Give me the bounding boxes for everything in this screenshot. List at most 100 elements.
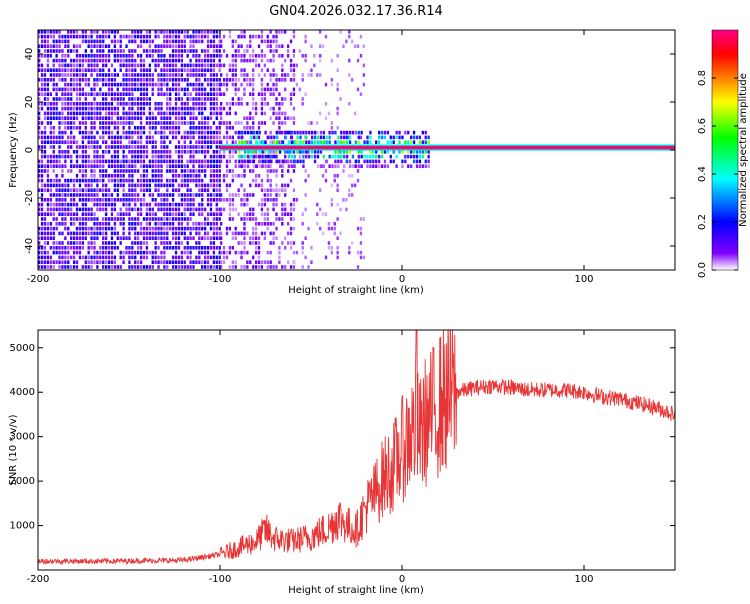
heatmap-cell: [260, 34, 264, 39]
heatmap-cell: [231, 231, 234, 236]
heatmap-cell: [171, 222, 175, 226]
heatmap-cell: [137, 231, 140, 236]
heatmap-cell: [52, 49, 55, 53]
heatmap-cell: [284, 188, 287, 192]
heatmap-cell: [122, 73, 125, 77]
heatmap-cell: [189, 135, 192, 140]
heatmap-cell: [198, 30, 201, 34]
heatmap-cell: [212, 265, 216, 269]
heatmap-cell: [128, 226, 131, 231]
heatmap-cell: [281, 265, 284, 269]
heatmap-cell: [169, 207, 172, 212]
heatmap-cell: [157, 231, 160, 236]
heatmap-cell: [418, 154, 422, 159]
heatmap-cell: [58, 207, 61, 212]
snr-xtick-label: -100: [209, 574, 232, 585]
heatmap-cell: [260, 178, 264, 183]
heatmap-cell: [186, 30, 189, 34]
heatmap-cell: [330, 183, 333, 188]
heatmap-cell: [325, 159, 328, 164]
heatmap-cell: [75, 73, 79, 77]
heatmap-cell: [139, 174, 143, 178]
heatmap-cell: [145, 49, 149, 53]
heatmap-cell: [78, 217, 82, 221]
heatmap-cell: [198, 183, 201, 188]
heatmap-cell: [287, 150, 291, 154]
heatmap-cell: [142, 49, 146, 53]
heatmap-cell: [38, 30, 41, 34]
heatmap-cell: [276, 135, 279, 140]
heatmap-cell: [231, 236, 234, 240]
heatmap-cell: [160, 44, 163, 48]
heatmap-cell: [58, 58, 61, 63]
heatmap-cell: [64, 178, 67, 183]
heatmap-cell: [278, 193, 281, 197]
heatmap-cell: [137, 63, 140, 68]
heatmap-cell: [218, 54, 221, 58]
heatmap-cell: [49, 140, 52, 144]
heatmap-cell: [67, 183, 70, 188]
heatmap-cell: [246, 202, 249, 207]
heatmap-cell: [148, 116, 151, 120]
heatmap-cell: [348, 73, 351, 77]
heatmap-cell: [218, 250, 221, 255]
heatmap-cell: [81, 92, 85, 96]
heatmap-cell: [131, 217, 134, 221]
heatmap-cell: [327, 222, 331, 226]
heatmap-cell: [110, 97, 114, 101]
heatmap-cell: [64, 255, 67, 260]
heatmap-cell: [107, 255, 111, 260]
heatmap-cell: [290, 135, 293, 140]
heatmap-cell: [116, 82, 119, 87]
heatmap-cell: [75, 58, 79, 63]
heatmap-cell: [183, 183, 186, 188]
heatmap-cell: [174, 236, 178, 240]
heatmap-cell: [61, 49, 64, 53]
heatmap-cell: [345, 130, 349, 135]
heatmap-cell: [324, 212, 328, 216]
heatmap-cell: [337, 164, 340, 168]
heatmap-cell: [195, 246, 198, 250]
heatmap-cell: [174, 260, 178, 264]
heatmap-cell: [189, 174, 192, 178]
heatmap-cell: [78, 58, 82, 63]
heatmap-cell: [177, 92, 181, 96]
heatmap-cell: [49, 78, 52, 82]
heatmap-cell: [215, 174, 218, 178]
heatmap-cell: [113, 222, 117, 226]
heatmap-cell: [134, 231, 137, 236]
heatmap-cell: [334, 159, 337, 164]
heatmap-cell: [87, 154, 90, 159]
heatmap-cell: [286, 54, 290, 58]
heatmap-cell: [183, 212, 186, 216]
heatmap-cell: [360, 154, 363, 159]
heatmap-cell: [119, 135, 122, 140]
heatmap-cell: [218, 44, 221, 48]
heatmap-cell: [113, 68, 117, 72]
heatmap-cell: [55, 73, 58, 77]
heatmap-cell: [189, 193, 192, 197]
heatmap-cell: [55, 222, 58, 226]
heatmap-cell: [192, 44, 195, 48]
heatmap-cell: [189, 265, 192, 269]
heatmap-cell: [40, 145, 44, 149]
heatmap-cell: [261, 159, 264, 164]
heatmap-cell: [40, 121, 44, 125]
heatmap-cell: [171, 265, 175, 269]
heatmap-cell: [110, 236, 114, 240]
heatmap-cell: [90, 164, 93, 168]
heatmap-cell: [128, 78, 131, 82]
heatmap-cell: [218, 140, 221, 144]
heatmap-cell: [203, 169, 207, 173]
heatmap-cell: [330, 202, 333, 207]
heatmap-cell: [43, 255, 47, 260]
heatmap-cell: [377, 130, 381, 135]
heatmap-cell: [43, 212, 47, 216]
heatmap-cell: [304, 58, 307, 63]
heatmap-cell: [171, 130, 175, 135]
heatmap-cell: [386, 130, 390, 135]
heatmap-cell: [75, 150, 79, 154]
heatmap-cell: [52, 135, 55, 140]
heatmap-cell: [244, 140, 247, 144]
heatmap-cell: [225, 140, 229, 144]
